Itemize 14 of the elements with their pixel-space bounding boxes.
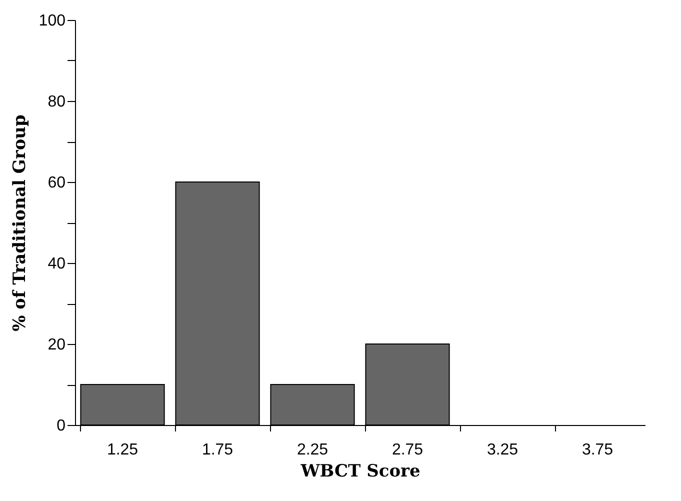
x-tick-label: 1.75 — [202, 442, 234, 458]
y-tick-label: 80 — [48, 94, 66, 110]
x-tick-label: 3.75 — [582, 442, 614, 458]
x-axis-title: WBCT Score — [300, 462, 420, 482]
y-tick-label: 20 — [48, 336, 66, 354]
y-tick-label: 100 — [38, 12, 66, 30]
y-tick-label: 0 — [56, 418, 66, 434]
x-tick-label: 2.75 — [392, 442, 424, 458]
x-tick-label: 3.25 — [486, 442, 518, 458]
y-tick-label: 40 — [48, 256, 66, 272]
x-tick-label: 2.25 — [296, 442, 328, 458]
x-tick-label: 1.25 — [106, 442, 138, 458]
y-axis-title: % of Traditional Group — [10, 114, 30, 332]
y-tick-label: 60 — [48, 174, 66, 192]
